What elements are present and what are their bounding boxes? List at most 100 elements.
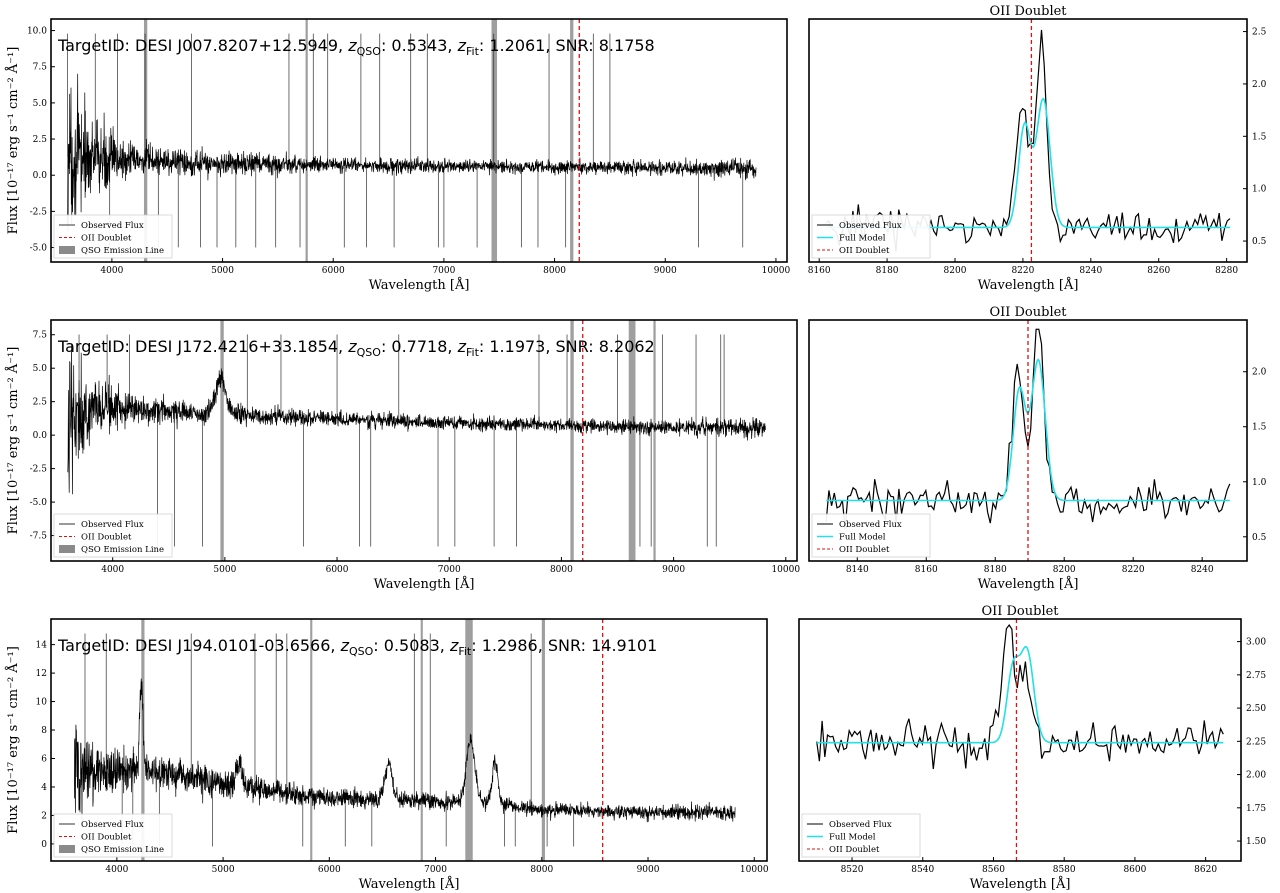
legend-label: OII Doublet xyxy=(81,833,132,843)
x-tick-label: 8200 xyxy=(944,266,967,276)
x-tick-label: 8540 xyxy=(911,865,934,875)
x-axis-label: Wavelength [Å] xyxy=(359,876,460,892)
chart-panel-6: OII Doublet 8520 8540 8560 8580 8600 8620 1.50 1… xyxy=(798,604,1266,892)
x-tick-label: 8220 xyxy=(1011,266,1034,276)
legend: Observed Flux OII Doublet QSO Emission Lin… xyxy=(53,813,173,858)
x-tick-label: 7000 xyxy=(432,266,455,276)
qso-emission-band xyxy=(305,19,308,262)
x-tick-label: 9000 xyxy=(662,565,685,575)
x-axis-label: Wavelength [Å] xyxy=(369,277,470,293)
y-tick-label: 1.0 xyxy=(1252,478,1267,488)
chart-panel-3: TargetID: DESI J172.4216+33.1854, zQSO: … xyxy=(5,319,800,592)
x-tick-label: 4000 xyxy=(100,266,123,276)
y-tick-label: 2.0 xyxy=(1252,80,1267,90)
y-tick-label: 8 xyxy=(41,726,47,736)
legend-label: Observed Flux xyxy=(81,520,144,530)
y-tick-label: 7.5 xyxy=(33,63,48,73)
y-axis-label: Flux [10⁻¹⁷ erg s⁻¹ cm⁻² Å⁻¹] xyxy=(5,646,21,834)
y-tick-label: 1.75 xyxy=(1246,804,1266,814)
y-tick-label: 7.5 xyxy=(33,331,48,341)
chart-panel-4: OII Doublet 8140 8160 8180 8200 8220 8240 0.5 1.… xyxy=(808,305,1267,592)
observed-flux-line xyxy=(67,73,757,232)
legend: Observed Flux Full Model OII Doublet xyxy=(811,214,931,259)
qso-emission-band xyxy=(465,619,473,861)
x-tick-label: 8200 xyxy=(1053,565,1076,575)
y-tick-label: -5.0 xyxy=(30,244,48,254)
axes-frame xyxy=(798,618,1242,862)
observed-flux-line xyxy=(825,328,1231,530)
x-tick-label: 6000 xyxy=(326,565,349,575)
x-tick-label: 6000 xyxy=(322,266,345,276)
legend-label: Observed Flux xyxy=(81,221,144,231)
full-model-line xyxy=(826,97,1230,229)
legend-label: OII Doublet xyxy=(839,246,890,256)
x-tick-label: 8600 xyxy=(1123,865,1146,875)
y-tick-label: 12 xyxy=(36,669,47,679)
y-tick-label: -2.5 xyxy=(30,207,48,217)
x-tick-label: 8280 xyxy=(1215,266,1238,276)
x-tick-label: 10000 xyxy=(771,565,800,575)
qso-emission-band xyxy=(491,19,498,262)
y-tick-label: 0 xyxy=(41,840,47,850)
x-tick-label: 8240 xyxy=(1079,266,1102,276)
y-axis-label: Flux [10⁻¹⁷ erg s⁻¹ cm⁻² Å⁻¹] xyxy=(5,347,21,535)
qso-emission-band xyxy=(570,320,574,561)
legend-label: Observed Flux xyxy=(839,221,902,231)
y-tick-label: 0.5 xyxy=(1252,533,1267,543)
qso-emission-band xyxy=(653,320,656,561)
axes-frame xyxy=(808,319,1248,562)
y-tick-label: 5.0 xyxy=(33,364,48,374)
y-tick-label: 2.5 xyxy=(33,398,48,408)
legend-label: OII Doublet xyxy=(839,545,890,555)
x-tick-label: 8160 xyxy=(915,565,938,575)
observed-flux-line xyxy=(816,623,1224,770)
legend: Observed Flux OII Doublet QSO Emission Lin… xyxy=(53,513,173,558)
x-tick-label: 10000 xyxy=(740,865,769,875)
chart-panel-1: TargetID: DESI J007.8207+12.5949, zQSO: … xyxy=(5,18,791,293)
x-tick-label: 8000 xyxy=(530,865,553,875)
x-tick-label: 10000 xyxy=(762,266,791,276)
x-tick-label: 9000 xyxy=(637,865,660,875)
legend-label: Observed Flux xyxy=(81,820,144,830)
x-tick-label: 8160 xyxy=(808,266,831,276)
y-tick-label: 1.5 xyxy=(1252,132,1267,142)
x-tick-label: 8220 xyxy=(1122,565,1145,575)
legend: Observed Flux OII Doublet QSO Emission Lin… xyxy=(53,214,173,259)
y-tick-label: -7.5 xyxy=(30,532,48,542)
x-axis-label: Wavelength [Å] xyxy=(978,277,1079,293)
y-tick-label: 2.0 xyxy=(1252,368,1267,378)
x-tick-label: 8140 xyxy=(846,565,869,575)
plot-area xyxy=(816,619,1224,861)
axes-frame xyxy=(50,618,768,862)
x-tick-label: 8180 xyxy=(876,266,899,276)
qso-emission-band xyxy=(570,19,574,262)
y-tick-label: 2.5 xyxy=(33,135,48,145)
legend-label: Full Model xyxy=(839,533,886,543)
chart-panel-5: TargetID: DESI J194.0101-03.6566, zQSO: … xyxy=(5,618,769,892)
legend-label: QSO Emission Line xyxy=(81,246,164,256)
y-tick-label: 10 xyxy=(36,698,48,708)
legend-label: Observed Flux xyxy=(829,820,892,830)
legend-label: OII Doublet xyxy=(829,845,880,855)
panel-title: OII Doublet xyxy=(989,4,1067,19)
y-tick-label: 1.50 xyxy=(1246,837,1266,847)
panel-title: OII Doublet xyxy=(989,305,1067,320)
x-axis-label: Wavelength [Å] xyxy=(978,576,1079,592)
axes-frame xyxy=(50,319,798,562)
axes-frame xyxy=(808,18,1248,263)
y-tick-label: 2.5 xyxy=(1252,28,1267,38)
qso-emission-band xyxy=(541,619,545,861)
x-tick-label: 5000 xyxy=(212,865,235,875)
x-tick-label: 8000 xyxy=(550,565,573,575)
x-tick-label: 8560 xyxy=(982,865,1005,875)
x-tick-label: 7000 xyxy=(424,865,447,875)
y-tick-label: 5.0 xyxy=(33,99,48,109)
legend-label: OII Doublet xyxy=(81,234,132,244)
legend-label: QSO Emission Line xyxy=(81,545,164,555)
legend-box xyxy=(811,214,931,259)
plot-area xyxy=(67,320,766,561)
legend-swatch-qso xyxy=(59,845,75,853)
x-tick-label: 8240 xyxy=(1191,565,1214,575)
axes-frame xyxy=(50,18,788,263)
full-model-line xyxy=(816,645,1224,744)
